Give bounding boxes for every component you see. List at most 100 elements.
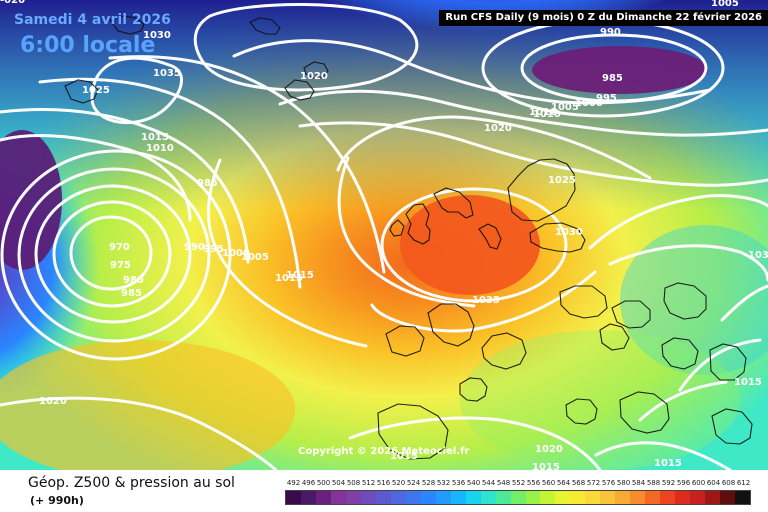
legend-scale-label-16: 556 [526, 479, 541, 487]
legend-scale-label-2: 500 [316, 479, 331, 487]
legend-color-swatch [300, 491, 316, 504]
isobar-label: 1025 [82, 85, 110, 96]
isobar-label: 1005 [241, 252, 269, 263]
legend-color-swatch [510, 491, 526, 504]
isobar-label: 1035 [472, 295, 500, 306]
isobar-label-layer: 1030103510251020101510109859709759809859… [0, 0, 768, 470]
legend-color-swatch [360, 491, 376, 504]
isobar-label: 980 [123, 275, 144, 286]
legend-scale-label-13: 544 [481, 479, 496, 487]
isobar-label: 1015 [286, 270, 314, 281]
legend-scale-label-15: 552 [511, 479, 526, 487]
isobar-label: 985 [121, 288, 142, 299]
legend-scale-label-27: 600 [691, 479, 706, 487]
forecast-date: Samedi 4 avril 2026 [14, 12, 171, 28]
legend-color-swatch [405, 491, 421, 504]
legend-scale-label-3: 504 [331, 479, 346, 487]
isobar-label: 1010 [533, 109, 561, 120]
legend-color-swatch [675, 491, 691, 504]
legend-color-swatch [600, 491, 616, 504]
legend-color-swatch [705, 491, 721, 504]
legend-scale-label-28: 604 [706, 479, 721, 487]
isobar-label: 990 [184, 242, 205, 253]
legend-scale-label-21: 576 [601, 479, 616, 487]
legend-scale-label-10: 532 [436, 479, 451, 487]
legend-color-swatch [690, 491, 706, 504]
isobar-label: 995 [596, 93, 617, 104]
legend-scale-label-12: 540 [466, 479, 481, 487]
legend-scale-label-18: 564 [556, 479, 571, 487]
isobar-label: 1015 [141, 132, 169, 143]
legend-scale-label-19: 568 [571, 479, 586, 487]
legend-color-swatch [375, 491, 391, 504]
legend-color-swatch [345, 491, 361, 504]
legend-scale-label-14: 548 [496, 479, 511, 487]
legend-scale-label-5: 512 [361, 479, 376, 487]
isobar-label: 970 [109, 242, 130, 253]
legend-color-swatch [315, 491, 331, 504]
isobar-label: 1020 [484, 123, 512, 134]
legend-subtitle: (+ 990h) [30, 494, 84, 507]
isobar-label: 1025 [548, 175, 576, 186]
isobar-label: 985 [602, 73, 623, 84]
isobar-label: 1030 [143, 30, 171, 41]
isobar-label: 985 [197, 178, 218, 189]
legend-scale-label-25: 592 [661, 479, 676, 487]
copyright-text: Copyright © 2026 Meteociel.fr [298, 446, 470, 457]
isobar-label: 1015 [390, 451, 418, 462]
legend-scale-label-29: 608 [721, 479, 736, 487]
legend-color-swatch [435, 491, 451, 504]
isobar-label: 1010 [529, 107, 557, 118]
legend-color-swatch [735, 491, 751, 504]
legend-color-swatch [720, 491, 736, 504]
legend-title: Géop. Z500 & pression au sol [28, 475, 235, 491]
isobar-label: 1015 [654, 458, 682, 469]
legend-scale-label-9: 528 [421, 479, 436, 487]
isobar-label: 1030 [555, 227, 583, 238]
legend-scale-label-26: 596 [676, 479, 691, 487]
legend-scale-label-11: 536 [451, 479, 466, 487]
legend-color-swatch [525, 491, 541, 504]
isobar-label: 1015 [734, 377, 762, 388]
legend-color-swatch [585, 491, 601, 504]
isobar-label: 1035 [153, 68, 181, 79]
legend-scale-label-24: 588 [646, 479, 661, 487]
legend-color-swatch [286, 491, 301, 504]
run-info: Run CFS Daily (9 mois) 0 Z du Dimanche 2… [439, 10, 768, 26]
legend-scale-label-17: 560 [541, 479, 556, 487]
isobar-label: -020 [0, 0, 25, 6]
isobar-label: 1020 [535, 444, 563, 455]
legend-color-swatch [495, 491, 511, 504]
isobar-label: 103 [748, 250, 768, 261]
isobar-label: 975 [110, 260, 131, 271]
isobar-label: 1000 [222, 248, 250, 259]
weather-map: 1030103510251020101510109859709759809859… [0, 0, 768, 470]
legend-scale-label-30: 612 [736, 479, 751, 487]
legend-color-swatch [645, 491, 661, 504]
isobar-label: 990 [600, 27, 621, 38]
legend-scale-label-8: 524 [406, 479, 421, 487]
isobar-label: 1015 [532, 462, 560, 470]
legend-color-swatch [615, 491, 631, 504]
legend-color-swatch [390, 491, 406, 504]
forecast-local-time: 6:00 locale [20, 33, 156, 58]
legend-color-swatch [480, 491, 496, 504]
legend-scale-label-0: 492 [286, 479, 301, 487]
legend-color-swatch [660, 491, 676, 504]
legend-scale-label-22: 580 [616, 479, 631, 487]
isobar-label: 1000 [575, 98, 603, 109]
legend-color-swatch [555, 491, 571, 504]
legend-scale-label-1: 496 [301, 479, 316, 487]
isobar-label: 1010 [146, 143, 174, 154]
legend-scale-label-23: 584 [631, 479, 646, 487]
legend-color-swatch [540, 491, 556, 504]
legend-scale-label-7: 520 [391, 479, 406, 487]
legend-color-swatch [450, 491, 466, 504]
isobar-label: 1005 [711, 0, 739, 9]
legend-color-swatch [570, 491, 586, 504]
legend-color-swatch [420, 491, 436, 504]
legend-scale-label-20: 572 [586, 479, 601, 487]
isobar-label: 1020 [39, 396, 67, 407]
legend-color-swatch [330, 491, 346, 504]
isobar-label: 1005 [551, 102, 579, 113]
